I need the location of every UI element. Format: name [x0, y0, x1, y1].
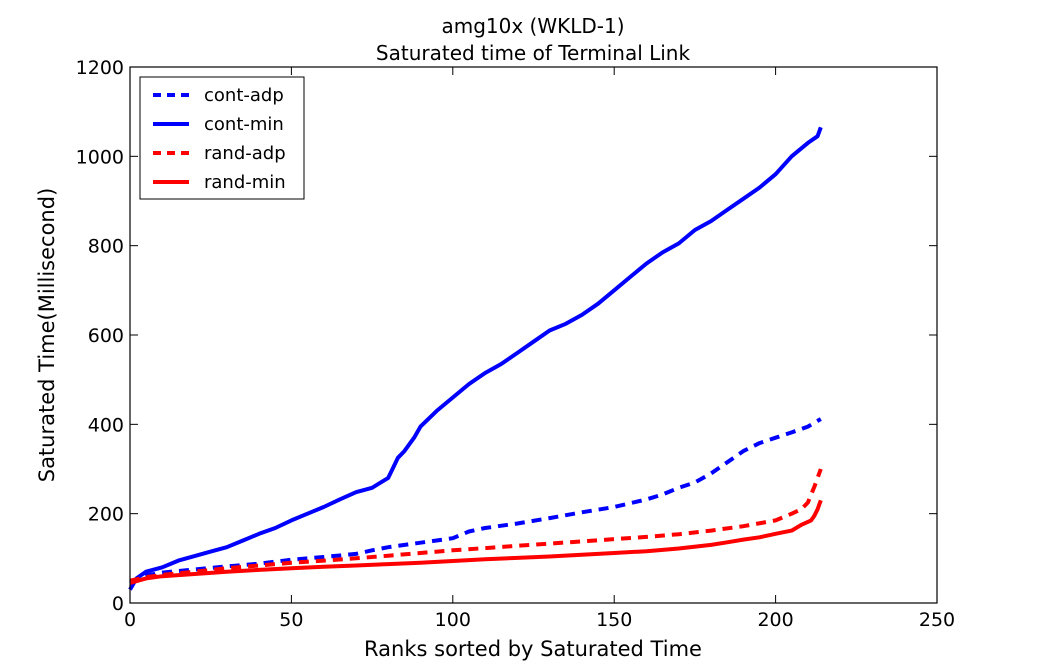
chart-title: amg10x (WKLD-1) — [441, 14, 624, 38]
series-line-cont-adp — [129, 417, 822, 585]
x-axis-ticks: 0 50 100 150 200 250 — [124, 67, 955, 631]
y-tick-label: 200 — [88, 504, 124, 526]
legend-label-rand-adp: rand-adp — [204, 143, 286, 164]
y-tick-label: 1000 — [76, 146, 124, 168]
y-axis-label: Saturated Time(Millisecond) — [35, 188, 59, 483]
chart-subtitle: Saturated time of Terminal Link — [376, 41, 691, 65]
x-tick-label: 100 — [435, 609, 471, 631]
x-tick-label: 200 — [757, 609, 793, 631]
series-line-rand-adp — [129, 468, 823, 583]
y-tick-label: 400 — [88, 414, 124, 436]
series-line-rand-min — [129, 499, 823, 585]
x-tick-label: 0 — [124, 609, 136, 631]
series-line-cont-min — [128, 126, 823, 591]
x-tick-label: 50 — [279, 609, 303, 631]
y-tick-label: 1200 — [76, 57, 124, 79]
legend-label-rand-min: rand-min — [204, 172, 286, 193]
y-axis-ticks: 0 200 400 600 800 1000 1200 — [76, 57, 937, 615]
y-tick-label: 600 — [88, 325, 124, 347]
legend: cont-adp cont-min rand-adp rand-min — [139, 76, 305, 200]
plot-lines — [128, 126, 823, 591]
x-tick-label: 150 — [596, 609, 632, 631]
x-axis-label: Ranks sorted by Saturated Time — [364, 637, 702, 661]
legend-label-cont-min: cont-min — [204, 114, 284, 135]
legend-box — [139, 76, 305, 200]
x-tick-label: 250 — [919, 609, 955, 631]
y-tick-label: 0 — [112, 593, 124, 615]
legend-label-cont-adp: cont-adp — [204, 85, 284, 106]
y-tick-label: 800 — [88, 236, 124, 258]
